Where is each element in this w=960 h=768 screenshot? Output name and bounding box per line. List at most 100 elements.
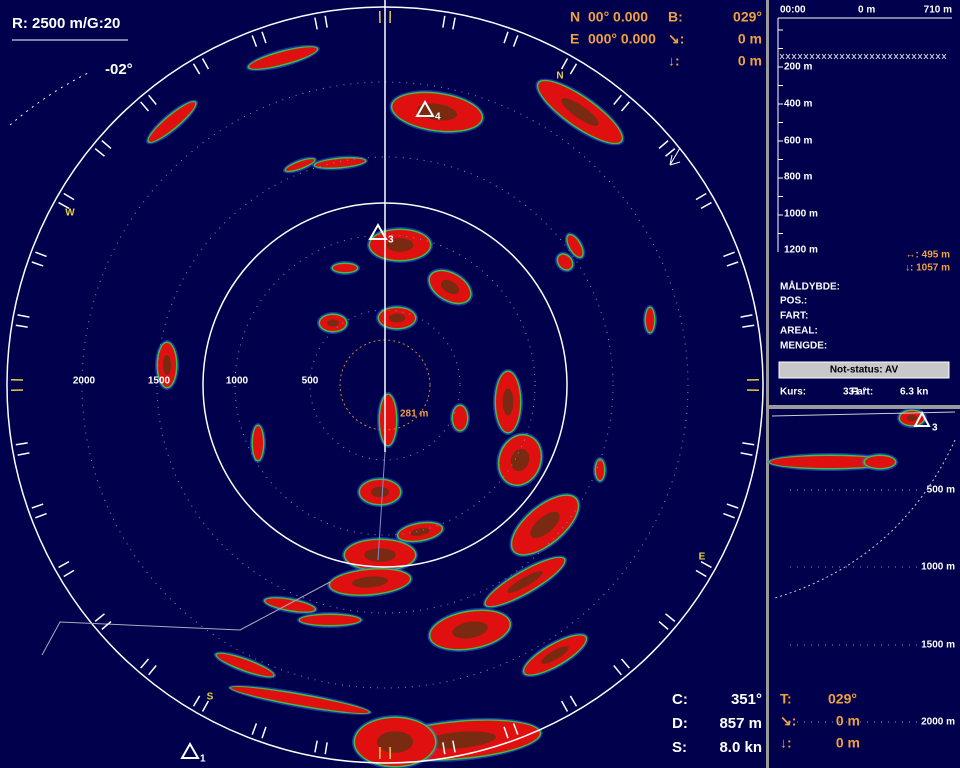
echo-cross [791, 53, 797, 60]
range-label: 2000 [73, 376, 96, 387]
side-depth: 1000 m [921, 562, 955, 573]
compass-tick [58, 201, 70, 210]
compass-tick [613, 665, 622, 676]
echo-body [865, 456, 895, 468]
echo-cross [809, 53, 815, 60]
compass-tick [700, 560, 712, 569]
compass-tick [560, 700, 569, 712]
side-distance-label: ↘: [780, 713, 796, 729]
echo-core [386, 238, 414, 252]
compass-tick [512, 723, 519, 735]
range-gain: R: 2500 m/G:20 [12, 15, 120, 32]
echo-body [285, 159, 315, 171]
compass-tick [201, 58, 210, 70]
lat-label: N [570, 9, 580, 25]
compass-tick [723, 512, 735, 519]
echo-cross [929, 53, 935, 60]
echo-cross [911, 53, 917, 60]
range-label: 1000 [226, 376, 249, 387]
echo-x-end: 710 m [924, 5, 952, 16]
echo-body [265, 598, 315, 612]
echo-core [452, 621, 488, 639]
target-marker [415, 99, 435, 117]
compass-tick [512, 35, 519, 47]
echo-body [300, 615, 360, 625]
side-distance-value: 0 m [836, 713, 860, 729]
compass-tick [148, 665, 157, 676]
distance-value: 0 m [738, 31, 762, 47]
echo-depth: 400 m [784, 99, 812, 110]
status-button-label[interactable]: Not-status: AV [830, 365, 899, 376]
compass-tick [560, 58, 569, 70]
compass-tick [251, 723, 258, 735]
echo-layer [146, 44, 927, 768]
side-t-label: T: [780, 691, 792, 707]
compass-tick [324, 15, 328, 28]
side-depth-value: 0 m [836, 735, 860, 751]
compass-e: E [699, 552, 706, 563]
surface-line [771, 411, 956, 417]
compass-tick [695, 569, 707, 578]
compass-tick [442, 742, 446, 755]
compass-tick [192, 63, 201, 75]
echo-cross [941, 53, 947, 60]
targets: 4 3 1 [180, 99, 441, 765]
status-value: 351° [731, 691, 762, 708]
compass-tick [324, 742, 328, 755]
echo-core [906, 414, 918, 422]
echo-body [567, 235, 583, 257]
echo-cross [881, 53, 887, 60]
side-depth: 2000 m [921, 717, 955, 728]
compass-tick [261, 31, 267, 44]
status-label: S: [672, 739, 687, 756]
compass-tick [742, 324, 755, 328]
echo-core [530, 511, 560, 539]
status-button[interactable] [778, 361, 950, 379]
compass-tick [503, 726, 509, 739]
echo-core [352, 576, 388, 588]
speed-value: 6.3 kn [900, 387, 928, 398]
echo-core [440, 279, 460, 295]
info-field: POS.: [780, 296, 807, 307]
target-marker [368, 222, 388, 240]
compass-tick [442, 15, 446, 28]
echo-cross [875, 53, 881, 60]
echo-core [364, 548, 396, 562]
compass-ticks [11, 11, 759, 759]
echo-core [410, 528, 430, 536]
echo-core [377, 731, 413, 753]
target-marker [913, 410, 931, 427]
compass-tick [192, 695, 201, 707]
compass-tick [620, 101, 630, 112]
target-id: 1 [200, 754, 206, 765]
echo-horizontal: ↔: 495 m [906, 250, 951, 261]
compass-tick [742, 442, 755, 446]
echo-cross [893, 53, 899, 60]
echo-cross [917, 53, 923, 60]
compass-tick [94, 148, 105, 157]
compass-tick [101, 620, 112, 630]
compass-tick [94, 613, 105, 622]
compass-tick [726, 261, 739, 267]
marker-range: 281 m [400, 409, 428, 420]
compass-s: S [207, 692, 214, 703]
depth-value: 0 m [738, 53, 762, 69]
range-ring-dotted [234, 234, 536, 536]
compass-tick [148, 94, 157, 105]
compass-w: W [65, 208, 75, 219]
compass-tick [700, 201, 712, 210]
compass-tick [726, 503, 739, 509]
lon-value: 000° 0.000 [588, 31, 656, 47]
echo-depth: 1000 m [784, 209, 818, 220]
lon-label: E [570, 31, 579, 47]
compass-tick [35, 251, 47, 258]
compass-tick [314, 740, 318, 753]
bearing-label: B: [668, 9, 683, 25]
echo-core [561, 98, 599, 126]
echo-cross [803, 53, 809, 60]
compass-tick [740, 452, 753, 456]
side-depth: 500 m [927, 485, 955, 496]
echo-body [148, 102, 196, 142]
speed-label: Fart: [851, 387, 873, 398]
